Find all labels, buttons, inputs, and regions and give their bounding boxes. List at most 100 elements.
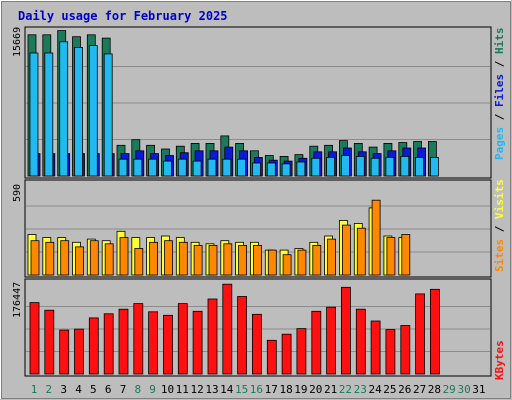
kbytes-bar-kbytes-day-28 [429, 288, 440, 375]
kbytes-bar-kbytes-day-14 [222, 283, 233, 375]
kbytes-bar-kbytes-day-17 [266, 339, 277, 375]
day-label-11: 11 [176, 383, 189, 396]
kbytes-bar-kbytes-day-10 [163, 314, 173, 375]
kbytes-bar-kbytes-day-12 [192, 310, 203, 375]
hits-bar-pages-day-21 [326, 156, 336, 177]
panel-kbytes: 176447 KBytes [12, 278, 506, 380]
visits-bar-sites-day-2 [45, 241, 55, 276]
kbytes-bar-kbytes-day-3 [59, 329, 70, 375]
kbytes-bar-kbytes-day-15 [237, 296, 248, 375]
kbytes-bar-kbytes-day-2 [44, 309, 55, 375]
legend-pages: Pages [493, 127, 506, 160]
day-label-1: 1 [31, 383, 38, 396]
visits-bar-sites-day-16 [252, 244, 262, 276]
day-label-20: 20 [309, 383, 322, 396]
day-label-14: 14 [220, 383, 234, 396]
day-label-16: 16 [250, 383, 263, 396]
hits-bar-pages-day-28 [429, 156, 439, 177]
kbytes-bar-kbytes-day-27 [415, 293, 426, 375]
hits-bar-pages-day-27 [415, 156, 425, 177]
visits-bar-sites-day-13 [208, 244, 218, 276]
panel-hits-max-label: 15669 [12, 27, 23, 57]
kbytes-bar-kbytes-day-22 [340, 286, 351, 375]
hits-bar-pages-day-23 [355, 155, 365, 177]
hits-bar-pages-day-8 [133, 158, 143, 177]
legend-kbytes: KBytes [493, 340, 506, 380]
visits-bar-sites-day-10 [164, 240, 173, 276]
kbytes-bar-kbytes-day-23 [355, 308, 366, 375]
hits-bar-pages-day-2 [44, 52, 54, 177]
kbytes-bar-kbytes-day-6 [103, 313, 114, 375]
visits-bar-sites-day-4 [75, 246, 84, 276]
day-label-21: 21 [324, 383, 337, 396]
kbytes-bar-kbytes-day-25 [385, 329, 396, 375]
kbytes-bar-kbytes-day-18 [281, 333, 292, 375]
day-label-30: 30 [457, 383, 470, 396]
panel-hits-bars [26, 30, 490, 177]
kbytes-bar-kbytes-day-26 [400, 325, 411, 375]
panel-hits-legend: Pages / Files / Hits [493, 28, 506, 161]
kbytes-bar-kbytes-day-16 [251, 313, 262, 375]
visits-bar-sites-day-12 [193, 244, 203, 276]
visits-bar-sites-day-8 [134, 248, 144, 276]
visits-bar-sites-day-24 [371, 199, 381, 276]
legend-sep-3: / [493, 219, 506, 239]
panel-kbytes-bars [26, 283, 490, 375]
legend-hits: Hits [493, 28, 506, 55]
visits-bar-sites-day-6 [104, 243, 114, 276]
chart-title: Daily usage for February 2025 [18, 9, 228, 23]
visits-bar-sites-day-19 [297, 249, 307, 276]
visits-bar-sites-day-15 [238, 244, 248, 276]
panel-hits: 15669 Pages / Files / Hits [12, 26, 506, 179]
panel-visits-max-label: 590 [12, 184, 23, 202]
kbytes-bar-kbytes-day-8 [133, 303, 144, 375]
panel-kbytes-legend: KBytes [493, 340, 506, 380]
hits-bar-pages-day-10 [163, 160, 172, 177]
kbytes-bar-kbytes-day-4 [74, 328, 84, 375]
kbytes-bar-kbytes-day-1 [29, 302, 40, 375]
day-label-7: 7 [120, 383, 127, 396]
kbytes-bar-kbytes-day-7 [118, 308, 129, 375]
day-label-22: 22 [339, 383, 352, 396]
hits-bar-pages-day-4 [74, 47, 83, 177]
day-label-13: 13 [205, 383, 218, 396]
day-label-27: 27 [413, 383, 426, 396]
visits-bar-sites-day-5 [89, 240, 99, 276]
kbytes-bar-kbytes-day-5 [88, 317, 99, 375]
day-label-12: 12 [190, 383, 203, 396]
kbytes-bar-kbytes-day-21 [326, 306, 337, 375]
day-label-5: 5 [90, 383, 97, 396]
visits-bar-sites-day-3 [60, 240, 70, 276]
legend-sites: Sites [493, 239, 506, 272]
day-label-6: 6 [105, 383, 112, 396]
hits-bar-pages-day-19 [296, 161, 306, 177]
panel-kbytes-max-label: 176447 [12, 282, 23, 318]
hits-bar-pages-day-7 [118, 158, 128, 177]
x-axis-day-labels: 1 2 3 4 5 6 7 8 9 10 11 12 13 14 15 16 17 18 19 20 21 22 23 24 2… [31, 383, 486, 396]
hits-bar-pages-day-9 [148, 158, 158, 177]
hits-bar-pages-day-12 [192, 160, 202, 177]
hits-bar-pages-day-25 [385, 156, 395, 177]
day-label-15: 15 [235, 383, 248, 396]
hits-bar-pages-day-1 [29, 52, 39, 177]
visits-bar-sites-day-14 [223, 243, 233, 276]
hits-bar-pages-day-18 [281, 163, 291, 177]
visits-bar-sites-day-21 [327, 238, 337, 276]
kbytes-bar-kbytes-day-13 [207, 298, 218, 375]
day-label-17: 17 [265, 383, 278, 396]
day-label-4: 4 [75, 383, 82, 396]
day-label-28: 28 [428, 383, 441, 396]
hits-bar-pages-day-17 [266, 162, 276, 177]
hits-bar-pages-day-13 [207, 158, 217, 177]
day-label-18: 18 [279, 383, 292, 396]
day-label-8: 8 [134, 383, 141, 396]
day-label-24: 24 [368, 383, 382, 396]
visits-bar-sites-day-7 [119, 237, 129, 276]
hits-bar-pages-day-11 [177, 158, 187, 177]
visits-bar-sites-day-25 [386, 237, 396, 276]
day-label-10: 10 [161, 383, 174, 396]
day-label-29: 29 [443, 383, 456, 396]
day-label-25: 25 [383, 383, 396, 396]
hits-bar-pages-day-24 [370, 157, 380, 177]
hits-bar-pages-day-20 [311, 157, 321, 177]
